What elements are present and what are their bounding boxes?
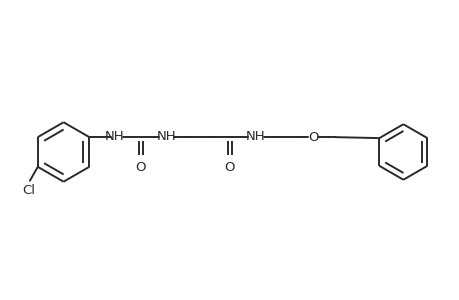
Text: O: O bbox=[224, 161, 235, 174]
Text: O: O bbox=[135, 161, 146, 174]
Text: NH: NH bbox=[246, 130, 265, 142]
Text: NH: NH bbox=[157, 130, 176, 142]
Text: Cl: Cl bbox=[22, 184, 35, 197]
Text: NH: NH bbox=[105, 130, 124, 142]
Text: O: O bbox=[307, 130, 318, 144]
